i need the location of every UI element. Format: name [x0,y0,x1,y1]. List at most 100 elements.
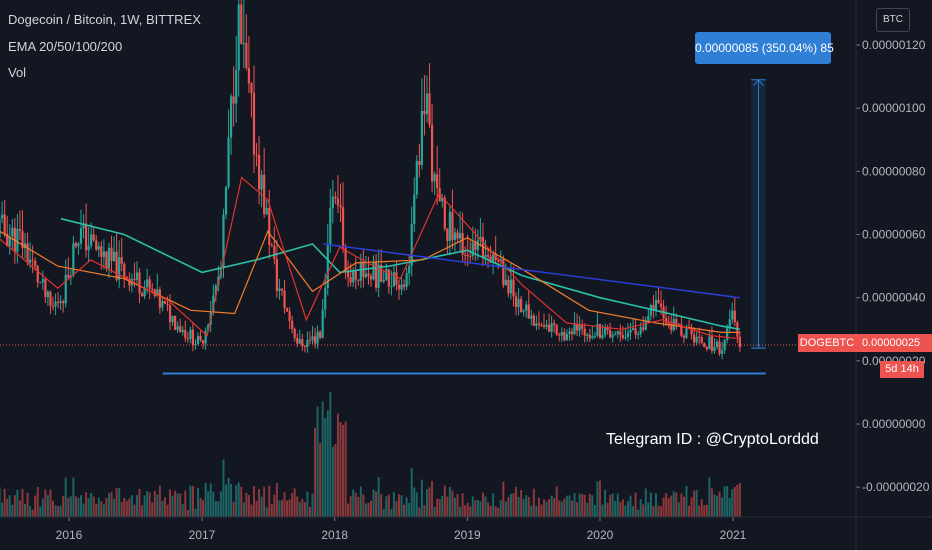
candle-body [499,259,502,262]
volume-bar [377,476,380,517]
candle-body [23,243,27,249]
candle-body [693,334,696,343]
candle-body [698,336,701,338]
volume-bar [31,509,34,517]
volume-bar [77,498,80,517]
candle-body [308,340,312,342]
candle-body [316,331,319,344]
candle-body [151,288,154,290]
candle-body [31,259,34,261]
volume-bar [225,484,228,517]
volume-bar [336,413,339,517]
volume-legend[interactable]: Vol [8,65,27,80]
volume-bar [586,502,589,517]
volume-bar [97,497,100,517]
candle-body [377,264,380,288]
volume-bar [95,503,98,517]
candle-body [644,321,647,330]
volume-bar [62,496,65,517]
volume-bar [153,490,156,517]
volume-bar [614,500,617,517]
candle-body [184,329,187,339]
y-tick-label: 0.00000040 [862,291,926,305]
candle-body [492,254,495,263]
candle-body [166,303,169,306]
candle-body [138,272,141,294]
candle-body [56,301,60,303]
volume-bar [359,486,362,517]
candle-body [603,327,607,336]
volume-bar [222,459,225,517]
volume-bar [240,486,243,517]
volume-bar [736,484,739,517]
candle-body [268,208,271,245]
volume-bar [517,496,520,517]
volume-bar [0,487,1,517]
volume-bar [568,495,571,517]
candle-body [390,286,393,288]
volume-bar [446,496,449,517]
candle-body [392,272,396,287]
y-tick-label: 0.00000080 [862,164,926,178]
candle-body [420,111,423,165]
volume-bar [314,427,317,517]
volume-bar [637,509,640,517]
candle-body [710,336,714,352]
volume-bar [247,495,250,517]
price-axis[interactable]: 0.00000120 0.00000100 0.00000080 0.00000060… [856,38,930,494]
last-price-tag: 0.00000025 [856,334,932,352]
candle-body [44,278,47,298]
candle-body [79,228,83,244]
candle-body [395,272,398,285]
ema-legend[interactable]: EMA 20/50/100/200 [8,39,123,54]
candle-body [451,211,454,241]
volume-bar [329,392,332,517]
candle-body [583,328,586,336]
candle-body [713,346,716,352]
currency-button[interactable]: BTC [876,8,910,32]
candle-body [397,284,401,290]
candle-body [301,339,304,346]
volume-bar [298,501,301,517]
candle-body [639,327,642,334]
candle-body [46,291,50,298]
candle-body [593,335,596,337]
volume-bar [403,504,406,517]
volume-bar [441,496,444,517]
candle-body [359,261,362,281]
candle-body [265,208,268,215]
candle-body [428,93,431,125]
volume-bar [680,493,683,517]
volume-bar [8,495,11,517]
volume-bar [354,492,357,517]
volume-bar [339,421,342,517]
volume-bar [270,504,273,517]
candle-body [273,245,276,260]
volume-bar [716,495,719,517]
candle-body [171,315,174,323]
volume-bar [135,495,138,517]
volume-bar [57,505,60,517]
candle-body [146,279,149,287]
candle-body [36,266,39,283]
time-axis[interactable]: 2016 2017 2018 2019 2020 2021 [56,517,747,542]
candle-body [565,333,569,341]
candle-body [6,233,9,247]
candle-body [349,277,352,283]
candle-body [296,338,299,344]
candle-body [654,299,658,310]
candle-body [659,303,663,307]
volume-bar [718,491,721,517]
volume-bar [250,504,253,517]
volume-bar [647,502,650,517]
candle-body [214,285,217,296]
volume-bar [593,504,596,517]
candle-body [163,300,167,304]
volume-bar [128,498,131,517]
candle-body [232,96,235,104]
volume-bar [214,500,217,517]
volume-bar [13,495,16,517]
volume-bar [296,496,299,517]
candle-body [283,290,286,309]
